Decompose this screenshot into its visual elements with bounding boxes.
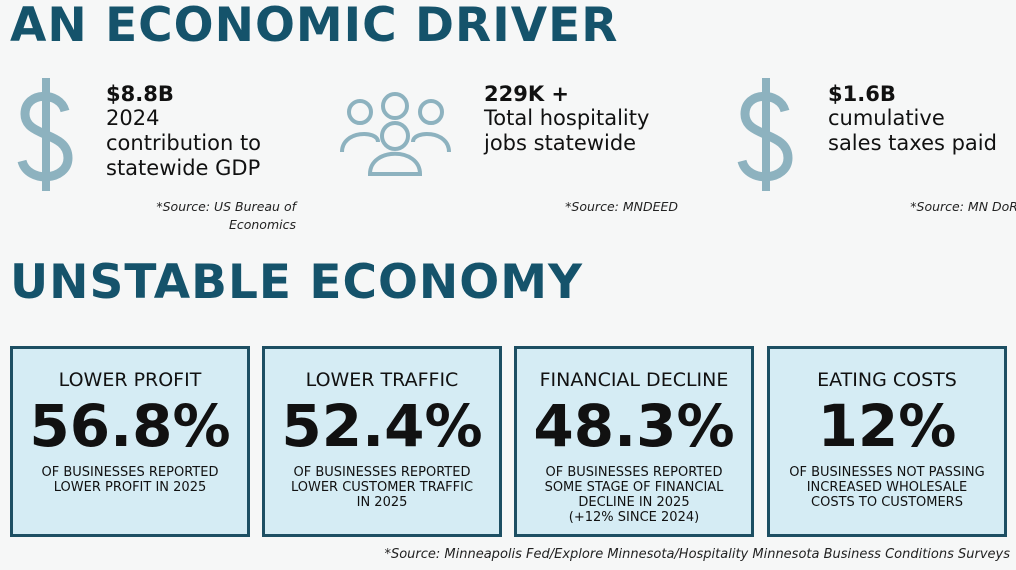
stat-text: contribution to xyxy=(106,131,262,155)
card-value: 12% xyxy=(817,392,957,460)
people-icon xyxy=(340,92,451,176)
card-heading: EATING COSTS xyxy=(817,369,957,391)
stat-value: $8.8B xyxy=(106,82,174,106)
card-text: OF BUSINESSES REPORTED LOWER PROFIT IN 20… xyxy=(13,465,247,495)
card-line: IN 2025 xyxy=(356,495,408,510)
stat-value: 229K + xyxy=(484,82,570,106)
stat-text: jobs statewide xyxy=(484,131,637,155)
stat-card: FINANCIAL DECLINE 48.3% OF BUSINESSES REPO… xyxy=(514,346,754,537)
card-line: OF BUSINESSES REPORTED xyxy=(293,465,471,480)
stat-text: cumulative xyxy=(828,106,945,130)
card-value: 56.8% xyxy=(29,392,231,460)
stat: $8.8B 2024 contribution to statewide GDP xyxy=(106,82,261,181)
card-text: OF BUSINESSES NOT PASSING INCREASED WHOLE… xyxy=(770,465,1004,510)
card-heading: LOWER TRAFFIC xyxy=(305,369,459,391)
stat: 229K + Total hospitality jobs statewide xyxy=(484,82,649,156)
dollar-icon xyxy=(737,78,793,191)
card-line: INCREASED WHOLESALE xyxy=(806,480,968,495)
stat-source: *Source: US Bureau of Economics xyxy=(156,199,296,232)
title: AN ECONOMIC DRIVER xyxy=(10,0,619,53)
card-line: OF BUSINESSES REPORTED xyxy=(545,465,723,480)
card-line: COSTS TO CUSTOMERS xyxy=(811,495,963,510)
card-line: DECLINE IN 2025 xyxy=(578,495,690,510)
card-heading: LOWER PROFIT xyxy=(58,369,202,391)
stat-text: statewide GDP xyxy=(106,156,261,180)
card-text: OF BUSINESSES REPORTED SOME STAGE OF FINA… xyxy=(517,465,751,525)
card-line: OF BUSINESSES NOT PASSING xyxy=(789,465,985,480)
stat-card: EATING COSTS 12% OF BUSINESSES NOT PASSING… xyxy=(767,346,1007,537)
stat: $1.6B cumulative sales taxes paid xyxy=(828,82,997,156)
card-line: LOWER PROFIT IN 2025 xyxy=(53,480,207,495)
section-title: UNSTABLE ECONOMY xyxy=(10,255,584,310)
stat-source: *Source: MNDEED xyxy=(565,199,678,214)
stat-text: sales taxes paid xyxy=(828,131,997,155)
card-value: 48.3% xyxy=(533,392,735,460)
card-line: OF BUSINESSES REPORTED xyxy=(41,465,219,480)
stat-text: 2024 xyxy=(106,106,160,130)
card-line: SOME STAGE OF FINANCIAL xyxy=(544,480,724,495)
stat-value: $1.6B xyxy=(828,82,896,106)
stat-card: LOWER PROFIT 56.8% OF BUSINESSES REPORTED L… xyxy=(10,346,250,537)
stat-card: LOWER TRAFFIC 52.4% OF BUSINESSES REPORTED… xyxy=(262,346,502,537)
card-value: 52.4% xyxy=(281,392,483,460)
card-heading: FINANCIAL DECLINE xyxy=(539,369,729,391)
card-text: OF BUSINESSES REPORTED LOWER CUSTOMER TRA… xyxy=(265,465,499,510)
footer-source: *Source: Minneapolis Fed/Explore Minneso… xyxy=(384,547,1010,562)
stat-source: *Source: MN DoR xyxy=(910,199,1016,214)
dollar-icon xyxy=(17,78,73,191)
card-line: (+12% SINCE 2024) xyxy=(568,510,700,525)
stat-text: Total hospitality xyxy=(484,106,650,130)
card-line: LOWER CUSTOMER TRAFFIC xyxy=(290,480,474,495)
